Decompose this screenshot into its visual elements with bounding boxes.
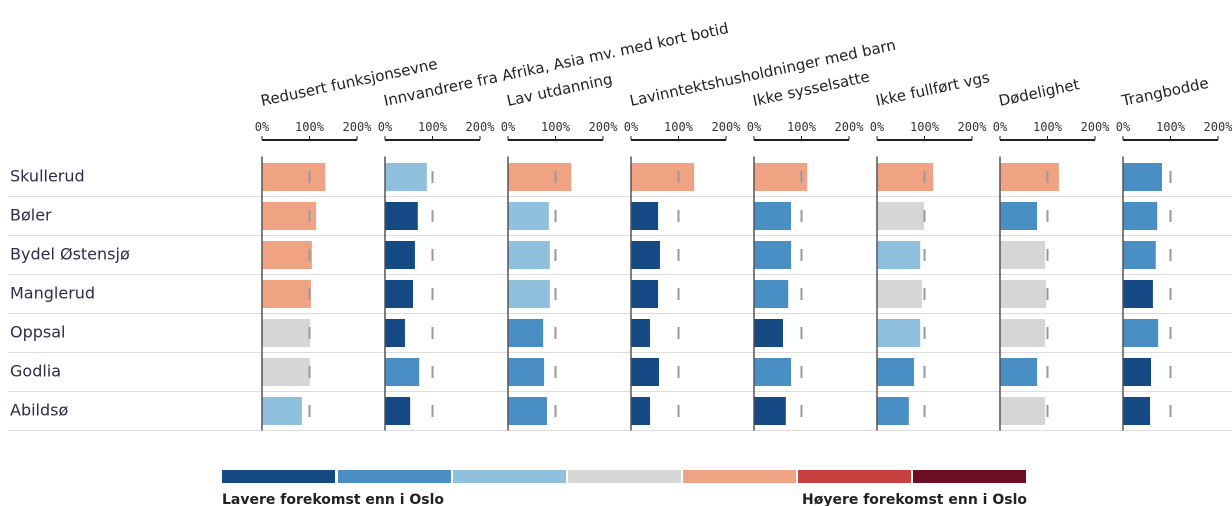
x-tick-label: 0%	[501, 120, 516, 134]
bar	[1123, 319, 1159, 347]
bar	[262, 202, 317, 230]
x-tick-label: 100%	[910, 120, 940, 134]
bar	[1000, 163, 1059, 191]
legend-low-label: Lavere forekomst enn i Oslo	[222, 492, 444, 506]
bar	[754, 241, 792, 269]
bar	[508, 202, 549, 230]
bar	[1000, 397, 1046, 425]
bar	[385, 202, 418, 230]
bar	[1000, 202, 1038, 230]
bar	[262, 163, 326, 191]
bar	[1123, 397, 1151, 425]
x-tick-label: 200%	[466, 120, 496, 134]
x-tick-label: 100%	[1156, 120, 1186, 134]
bar	[262, 280, 311, 308]
x-tick-label: 0%	[870, 120, 885, 134]
bar	[262, 397, 302, 425]
bar	[1000, 319, 1046, 347]
bar	[385, 319, 405, 347]
bar	[508, 163, 572, 191]
bar	[631, 163, 695, 191]
bar	[508, 241, 550, 269]
bar	[508, 358, 545, 386]
column-title: Ikke fullført vgs	[874, 68, 991, 110]
row-label: Abildsø	[10, 401, 68, 420]
x-tick-label: 200%	[1081, 120, 1111, 134]
bar	[754, 202, 792, 230]
bar	[262, 241, 312, 269]
bar	[631, 280, 659, 308]
column-title: Trangbodde	[1119, 74, 1210, 110]
bar	[754, 319, 783, 347]
row-label: Skullerud	[10, 167, 85, 186]
bar	[1123, 358, 1152, 386]
bar	[631, 202, 659, 230]
legend-swatch	[568, 470, 681, 483]
bar	[754, 397, 786, 425]
bar	[385, 280, 414, 308]
bar	[754, 163, 808, 191]
legend-swatch	[453, 470, 566, 483]
bar	[385, 397, 411, 425]
legend-high-label: Høyere forekomst enn i Oslo	[802, 492, 1027, 506]
bar	[1000, 358, 1038, 386]
bar	[877, 358, 915, 386]
bar	[508, 280, 550, 308]
bar	[262, 358, 310, 386]
bar	[631, 358, 660, 386]
bar	[508, 319, 544, 347]
bar	[754, 358, 792, 386]
bar	[1123, 280, 1153, 308]
legend-swatch	[338, 470, 451, 483]
x-tick-label: 0%	[1116, 120, 1131, 134]
x-tick-label: 0%	[993, 120, 1008, 134]
bar	[754, 280, 789, 308]
bar	[877, 397, 909, 425]
x-tick-label: 100%	[541, 120, 571, 134]
x-tick-label: 100%	[1033, 120, 1063, 134]
x-tick-label: 0%	[624, 120, 639, 134]
x-tick-label: 200%	[958, 120, 988, 134]
legend-swatch	[798, 470, 911, 483]
row-label: Bøler	[10, 206, 52, 225]
row-label: Bydel Østensjø	[10, 245, 130, 264]
bar	[1123, 163, 1162, 191]
bar	[508, 397, 547, 425]
bar	[631, 319, 650, 347]
bar	[877, 241, 921, 269]
x-tick-label: 200%	[835, 120, 865, 134]
bar	[385, 241, 415, 269]
bar	[385, 358, 420, 386]
x-tick-label: 100%	[664, 120, 694, 134]
x-tick-label: 100%	[418, 120, 448, 134]
bar	[631, 241, 660, 269]
bar	[877, 280, 923, 308]
row-label: Manglerud	[10, 284, 95, 303]
bar	[1000, 241, 1046, 269]
x-tick-label: 100%	[295, 120, 325, 134]
bar	[1123, 241, 1156, 269]
x-tick-label: 100%	[787, 120, 817, 134]
x-tick-label: 0%	[747, 120, 762, 134]
row-label: Godlia	[10, 362, 61, 381]
bar	[1123, 202, 1158, 230]
x-tick-label: 0%	[255, 120, 270, 134]
column-title: Dødelighet	[997, 75, 1081, 110]
bar	[631, 397, 650, 425]
legend-swatch	[913, 470, 1026, 483]
row-label: Oppsal	[10, 323, 66, 342]
legend-swatch	[222, 470, 335, 483]
legend-swatch	[683, 470, 796, 483]
bar	[1000, 280, 1047, 308]
x-tick-label: 0%	[378, 120, 393, 134]
x-tick-label: 200%	[712, 120, 742, 134]
x-tick-label: 200%	[343, 120, 373, 134]
bar	[262, 319, 310, 347]
x-tick-label: 200%	[589, 120, 619, 134]
x-tick-label: 200%	[1204, 120, 1232, 134]
bar	[877, 319, 921, 347]
bar	[877, 202, 925, 230]
bar	[385, 163, 427, 191]
